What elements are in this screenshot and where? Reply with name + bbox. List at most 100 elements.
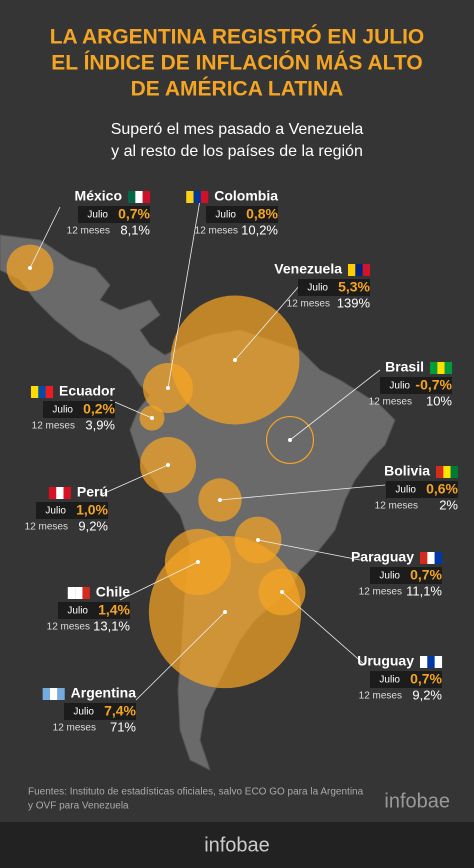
leader-dot xyxy=(233,358,237,362)
monthly-value: -0,7% xyxy=(415,377,452,393)
flag xyxy=(56,487,64,499)
flag xyxy=(427,552,435,564)
value-box xyxy=(36,502,108,519)
year-label: 12 meses xyxy=(359,587,402,598)
leader-dot xyxy=(280,590,284,594)
annual-value: 3,9% xyxy=(85,417,115,432)
country-name: Uruguay xyxy=(357,653,414,669)
leader-line xyxy=(257,539,361,561)
flag xyxy=(355,264,363,276)
title: DE AMÉRICA LATINA xyxy=(131,78,344,101)
country-name: Chile xyxy=(96,584,130,600)
month-label: Julio xyxy=(395,485,416,496)
leader-line xyxy=(119,561,199,601)
flag xyxy=(45,386,54,398)
leader-dot xyxy=(28,266,32,270)
month-label: Julio xyxy=(67,606,88,617)
monthly-value: 1,0% xyxy=(76,502,108,518)
flag xyxy=(135,191,143,203)
leader-dot xyxy=(223,610,227,614)
year-label: 12 meses xyxy=(32,421,75,432)
flag xyxy=(427,656,435,668)
annual-value: 10% xyxy=(426,393,452,408)
value-box xyxy=(64,703,136,720)
annual-value: 2% xyxy=(439,497,458,512)
annual-value: 9,2% xyxy=(412,687,442,702)
month-label: Julio xyxy=(379,571,400,582)
leader-line xyxy=(135,611,226,701)
flag xyxy=(436,466,444,478)
monthly-value: 0,2% xyxy=(83,401,115,417)
value-box xyxy=(206,206,278,223)
month-label: Julio xyxy=(307,283,328,294)
footer-bar xyxy=(0,822,474,868)
month-label: Julio xyxy=(52,405,73,416)
flag xyxy=(348,264,356,276)
leader-dot xyxy=(166,463,170,467)
year-label: 12 meses xyxy=(67,226,110,237)
flag xyxy=(420,656,428,668)
country-name: Bolivia xyxy=(384,463,430,479)
monthly-value: 0,7% xyxy=(410,567,442,583)
month-label: Julio xyxy=(215,210,236,221)
year-label: 12 meses xyxy=(195,226,238,237)
value-box xyxy=(380,377,452,394)
flag xyxy=(437,362,445,374)
flag xyxy=(75,587,83,599)
logo: infobae xyxy=(384,790,450,812)
flag xyxy=(42,688,51,700)
country-name: Argentina xyxy=(71,685,137,701)
value-box xyxy=(78,206,150,223)
leader-line xyxy=(281,591,366,666)
month-label: Julio xyxy=(379,675,400,686)
annual-value: 71% xyxy=(110,719,136,734)
country-name: Perú xyxy=(77,484,108,500)
monthly-value: 1,4% xyxy=(98,602,130,618)
country-name: Venezuela xyxy=(274,261,342,277)
flag xyxy=(67,587,76,599)
value-box xyxy=(43,401,115,418)
value-box xyxy=(58,602,130,619)
annual-value: 13,1% xyxy=(93,618,130,633)
annual-value: 8,1% xyxy=(120,222,150,237)
month-label: Julio xyxy=(87,210,108,221)
leader-dot xyxy=(218,498,222,502)
flag xyxy=(186,191,194,203)
flag xyxy=(443,466,451,478)
leader-line xyxy=(29,206,61,269)
month-label: Julio xyxy=(389,381,410,392)
leader-line xyxy=(167,199,201,389)
flag xyxy=(420,552,428,564)
month-label: Julio xyxy=(45,506,66,517)
leader-line xyxy=(109,399,153,419)
monthly-value: 0,6% xyxy=(426,481,458,497)
flag xyxy=(30,386,39,398)
leader-dot xyxy=(150,416,154,420)
flag xyxy=(82,587,90,599)
leader-dot xyxy=(166,386,170,390)
month-label: Julio xyxy=(73,707,94,718)
footer-logo: infobae xyxy=(204,834,270,856)
title: EL ÍNDICE DE INFLACIÓN MÁS ALTO xyxy=(51,51,422,75)
year-label: 12 meses xyxy=(369,397,412,408)
monthly-value: 0,7% xyxy=(118,206,150,222)
leader-line xyxy=(234,284,301,361)
title: LA ARGENTINA REGISTRÓ EN JULIO xyxy=(50,25,425,49)
leader-dot xyxy=(196,560,200,564)
flag xyxy=(48,487,57,499)
value-box xyxy=(370,567,442,584)
value-box xyxy=(298,279,370,296)
value-box xyxy=(370,671,442,688)
annual-value: 9,2% xyxy=(78,518,108,533)
source: y OVF para Venezuela xyxy=(28,801,129,812)
country-name: Brasil xyxy=(385,359,424,375)
country-name: Paraguay xyxy=(351,549,414,565)
annual-value: 139% xyxy=(337,295,371,310)
monthly-value: 7,4% xyxy=(104,703,136,719)
flag xyxy=(63,487,71,499)
flag xyxy=(57,688,65,700)
flag xyxy=(362,264,371,276)
monthly-value: 0,7% xyxy=(410,671,442,687)
